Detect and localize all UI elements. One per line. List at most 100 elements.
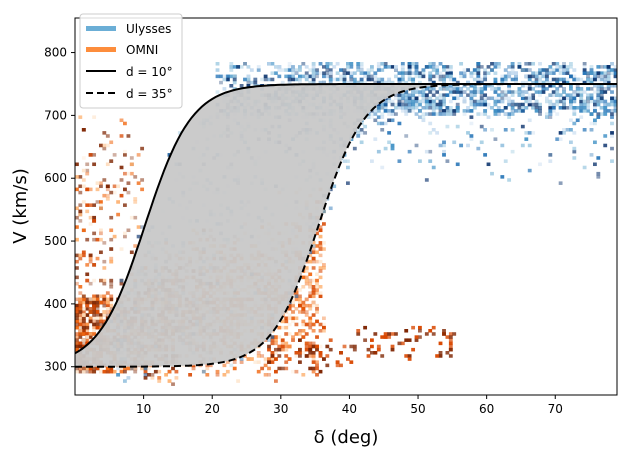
ulysses-cell bbox=[582, 106, 587, 110]
omni-cell bbox=[298, 360, 302, 364]
ulysses-cell bbox=[520, 93, 525, 97]
omni-cell bbox=[322, 241, 326, 245]
ulysses-cell bbox=[548, 68, 553, 72]
omni-cell bbox=[81, 228, 86, 233]
ulysses-cell bbox=[579, 102, 584, 107]
omni-cell bbox=[291, 300, 295, 305]
ulysses-cell bbox=[469, 115, 474, 119]
ulysses-cell bbox=[376, 62, 381, 66]
ulysses-cell bbox=[569, 87, 573, 91]
omni-cell bbox=[445, 351, 450, 355]
ulysses-cell bbox=[407, 93, 412, 97]
ulysses-cell bbox=[387, 99, 392, 104]
omni-cell bbox=[274, 351, 278, 355]
omni-cell bbox=[205, 366, 210, 371]
ulysses-cell bbox=[617, 87, 621, 91]
omni-cell bbox=[109, 140, 114, 145]
omni-cell bbox=[311, 247, 316, 251]
omni-cell bbox=[112, 190, 117, 195]
ulysses-cell bbox=[558, 131, 563, 135]
ulysses-cell bbox=[603, 77, 608, 82]
ulysses-cell bbox=[545, 112, 549, 116]
ulysses-cell bbox=[613, 96, 617, 101]
omni-cell bbox=[123, 234, 127, 239]
ulysses-cell bbox=[483, 102, 488, 107]
omni-cell bbox=[304, 281, 309, 286]
ulysses-cell bbox=[318, 62, 323, 66]
omni-cell bbox=[88, 187, 93, 192]
ulysses-cell bbox=[380, 106, 385, 110]
omni-cell bbox=[109, 237, 114, 242]
ulysses-cell bbox=[596, 71, 601, 75]
omni-cell bbox=[109, 294, 114, 299]
omni-cell bbox=[109, 369, 114, 374]
ulysses-cell bbox=[407, 149, 412, 154]
ulysses-cell bbox=[520, 124, 525, 129]
ulysses-cell bbox=[445, 124, 450, 129]
ulysses-cell bbox=[315, 74, 319, 79]
omni-cell bbox=[167, 369, 172, 374]
omni-cell bbox=[105, 193, 110, 198]
omni-cell bbox=[157, 369, 162, 374]
ulysses-cell bbox=[428, 102, 433, 107]
ulysses-cell bbox=[524, 68, 529, 72]
ulysses-cell bbox=[359, 140, 364, 145]
omni-cell bbox=[109, 297, 114, 302]
ulysses-cell bbox=[562, 62, 566, 66]
ulysses-cell bbox=[394, 96, 398, 101]
omni-cell bbox=[284, 341, 289, 346]
ulysses-cell bbox=[466, 93, 470, 97]
ulysses-cell bbox=[538, 112, 542, 116]
ulysses-cell bbox=[479, 87, 484, 91]
ulysses-cell bbox=[459, 71, 464, 75]
ulysses-cell bbox=[263, 77, 268, 82]
omni-cell bbox=[105, 313, 110, 317]
omni-cell bbox=[129, 215, 134, 220]
omni-cell bbox=[301, 329, 306, 333]
ulysses-cell bbox=[558, 68, 563, 72]
ulysses-cell bbox=[322, 209, 326, 214]
omni-cell bbox=[376, 347, 381, 352]
ulysses-cell bbox=[538, 62, 542, 66]
omni-cell bbox=[280, 325, 285, 330]
omni-cell bbox=[311, 369, 316, 374]
ulysses-cell bbox=[339, 74, 343, 79]
omni-cell bbox=[78, 319, 83, 324]
ulysses-cell bbox=[448, 68, 453, 72]
ulysses-cell bbox=[610, 109, 614, 113]
ulysses-cell bbox=[575, 106, 580, 110]
omni-cell bbox=[102, 131, 107, 135]
ulysses-cell bbox=[452, 90, 457, 94]
ulysses-cell bbox=[129, 366, 134, 371]
omni-cell bbox=[394, 332, 398, 336]
ulysses-cell bbox=[462, 68, 467, 72]
ulysses-cell bbox=[503, 90, 508, 94]
ulysses-cell bbox=[428, 87, 433, 91]
ulysses-cell bbox=[555, 77, 560, 82]
ulysses-cell bbox=[459, 87, 464, 91]
omni-cell bbox=[280, 344, 285, 349]
ulysses-cell bbox=[438, 99, 443, 104]
ulysses-cell bbox=[603, 87, 608, 91]
omni-cell bbox=[75, 313, 79, 317]
omni-cell bbox=[78, 253, 83, 258]
ulysses-cell bbox=[545, 77, 549, 82]
ulysses-cell bbox=[490, 68, 494, 72]
omni-cell bbox=[311, 300, 316, 305]
ulysses-cell bbox=[418, 90, 422, 94]
ulysses-cell bbox=[256, 65, 261, 69]
ulysses-cell bbox=[507, 87, 512, 91]
omni-cell bbox=[318, 344, 323, 349]
omni-cell bbox=[205, 363, 210, 368]
ulysses-cell bbox=[479, 90, 484, 94]
omni-cell bbox=[92, 297, 97, 302]
ulysses-cell bbox=[267, 77, 271, 82]
ulysses-cell bbox=[555, 87, 560, 91]
ulysses-cell bbox=[599, 90, 604, 94]
ulysses-cell bbox=[599, 77, 604, 82]
ulysses-cell bbox=[346, 65, 350, 69]
ulysses-cell bbox=[541, 84, 546, 88]
ulysses-cell bbox=[424, 178, 429, 182]
ulysses-cell bbox=[479, 102, 484, 107]
ulysses-cell bbox=[479, 87, 484, 91]
